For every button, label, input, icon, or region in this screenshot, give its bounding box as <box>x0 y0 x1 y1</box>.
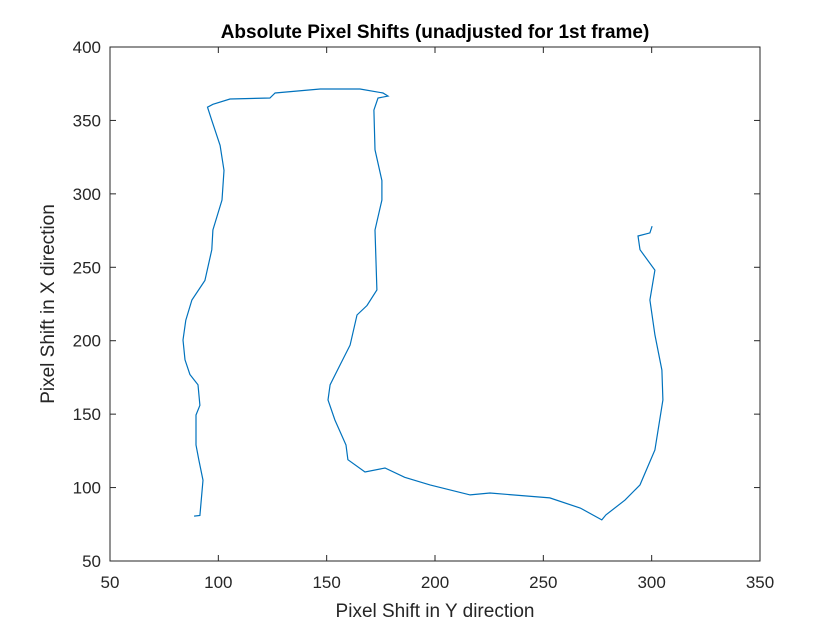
x-tick-label: 50 <box>101 573 120 592</box>
y-tick-label: 250 <box>73 258 101 277</box>
x-tick-label: 350 <box>746 573 774 592</box>
y-axis-label: Pixel Shift in X direction <box>38 204 59 404</box>
y-tick-label: 200 <box>73 332 101 351</box>
chart-title: Absolute Pixel Shifts (unadjusted for 1s… <box>221 22 650 43</box>
x-tick-label: 300 <box>637 573 665 592</box>
y-tick-label: 300 <box>73 185 101 204</box>
y-tick-label: 400 <box>73 38 101 57</box>
x-tick-label: 100 <box>204 573 232 592</box>
plot-area <box>109 46 761 562</box>
x-tick-label: 200 <box>421 573 449 592</box>
data-line <box>182 88 664 521</box>
y-tick-label: 50 <box>82 552 101 571</box>
x-tick-label: 250 <box>529 573 557 592</box>
y-tick-label: 100 <box>73 479 101 498</box>
y-tick-label: 350 <box>73 111 101 130</box>
y-tick-label: 150 <box>73 405 101 424</box>
x-axis-label: Pixel Shift in Y direction <box>336 601 535 622</box>
x-tick-label: 150 <box>312 573 340 592</box>
